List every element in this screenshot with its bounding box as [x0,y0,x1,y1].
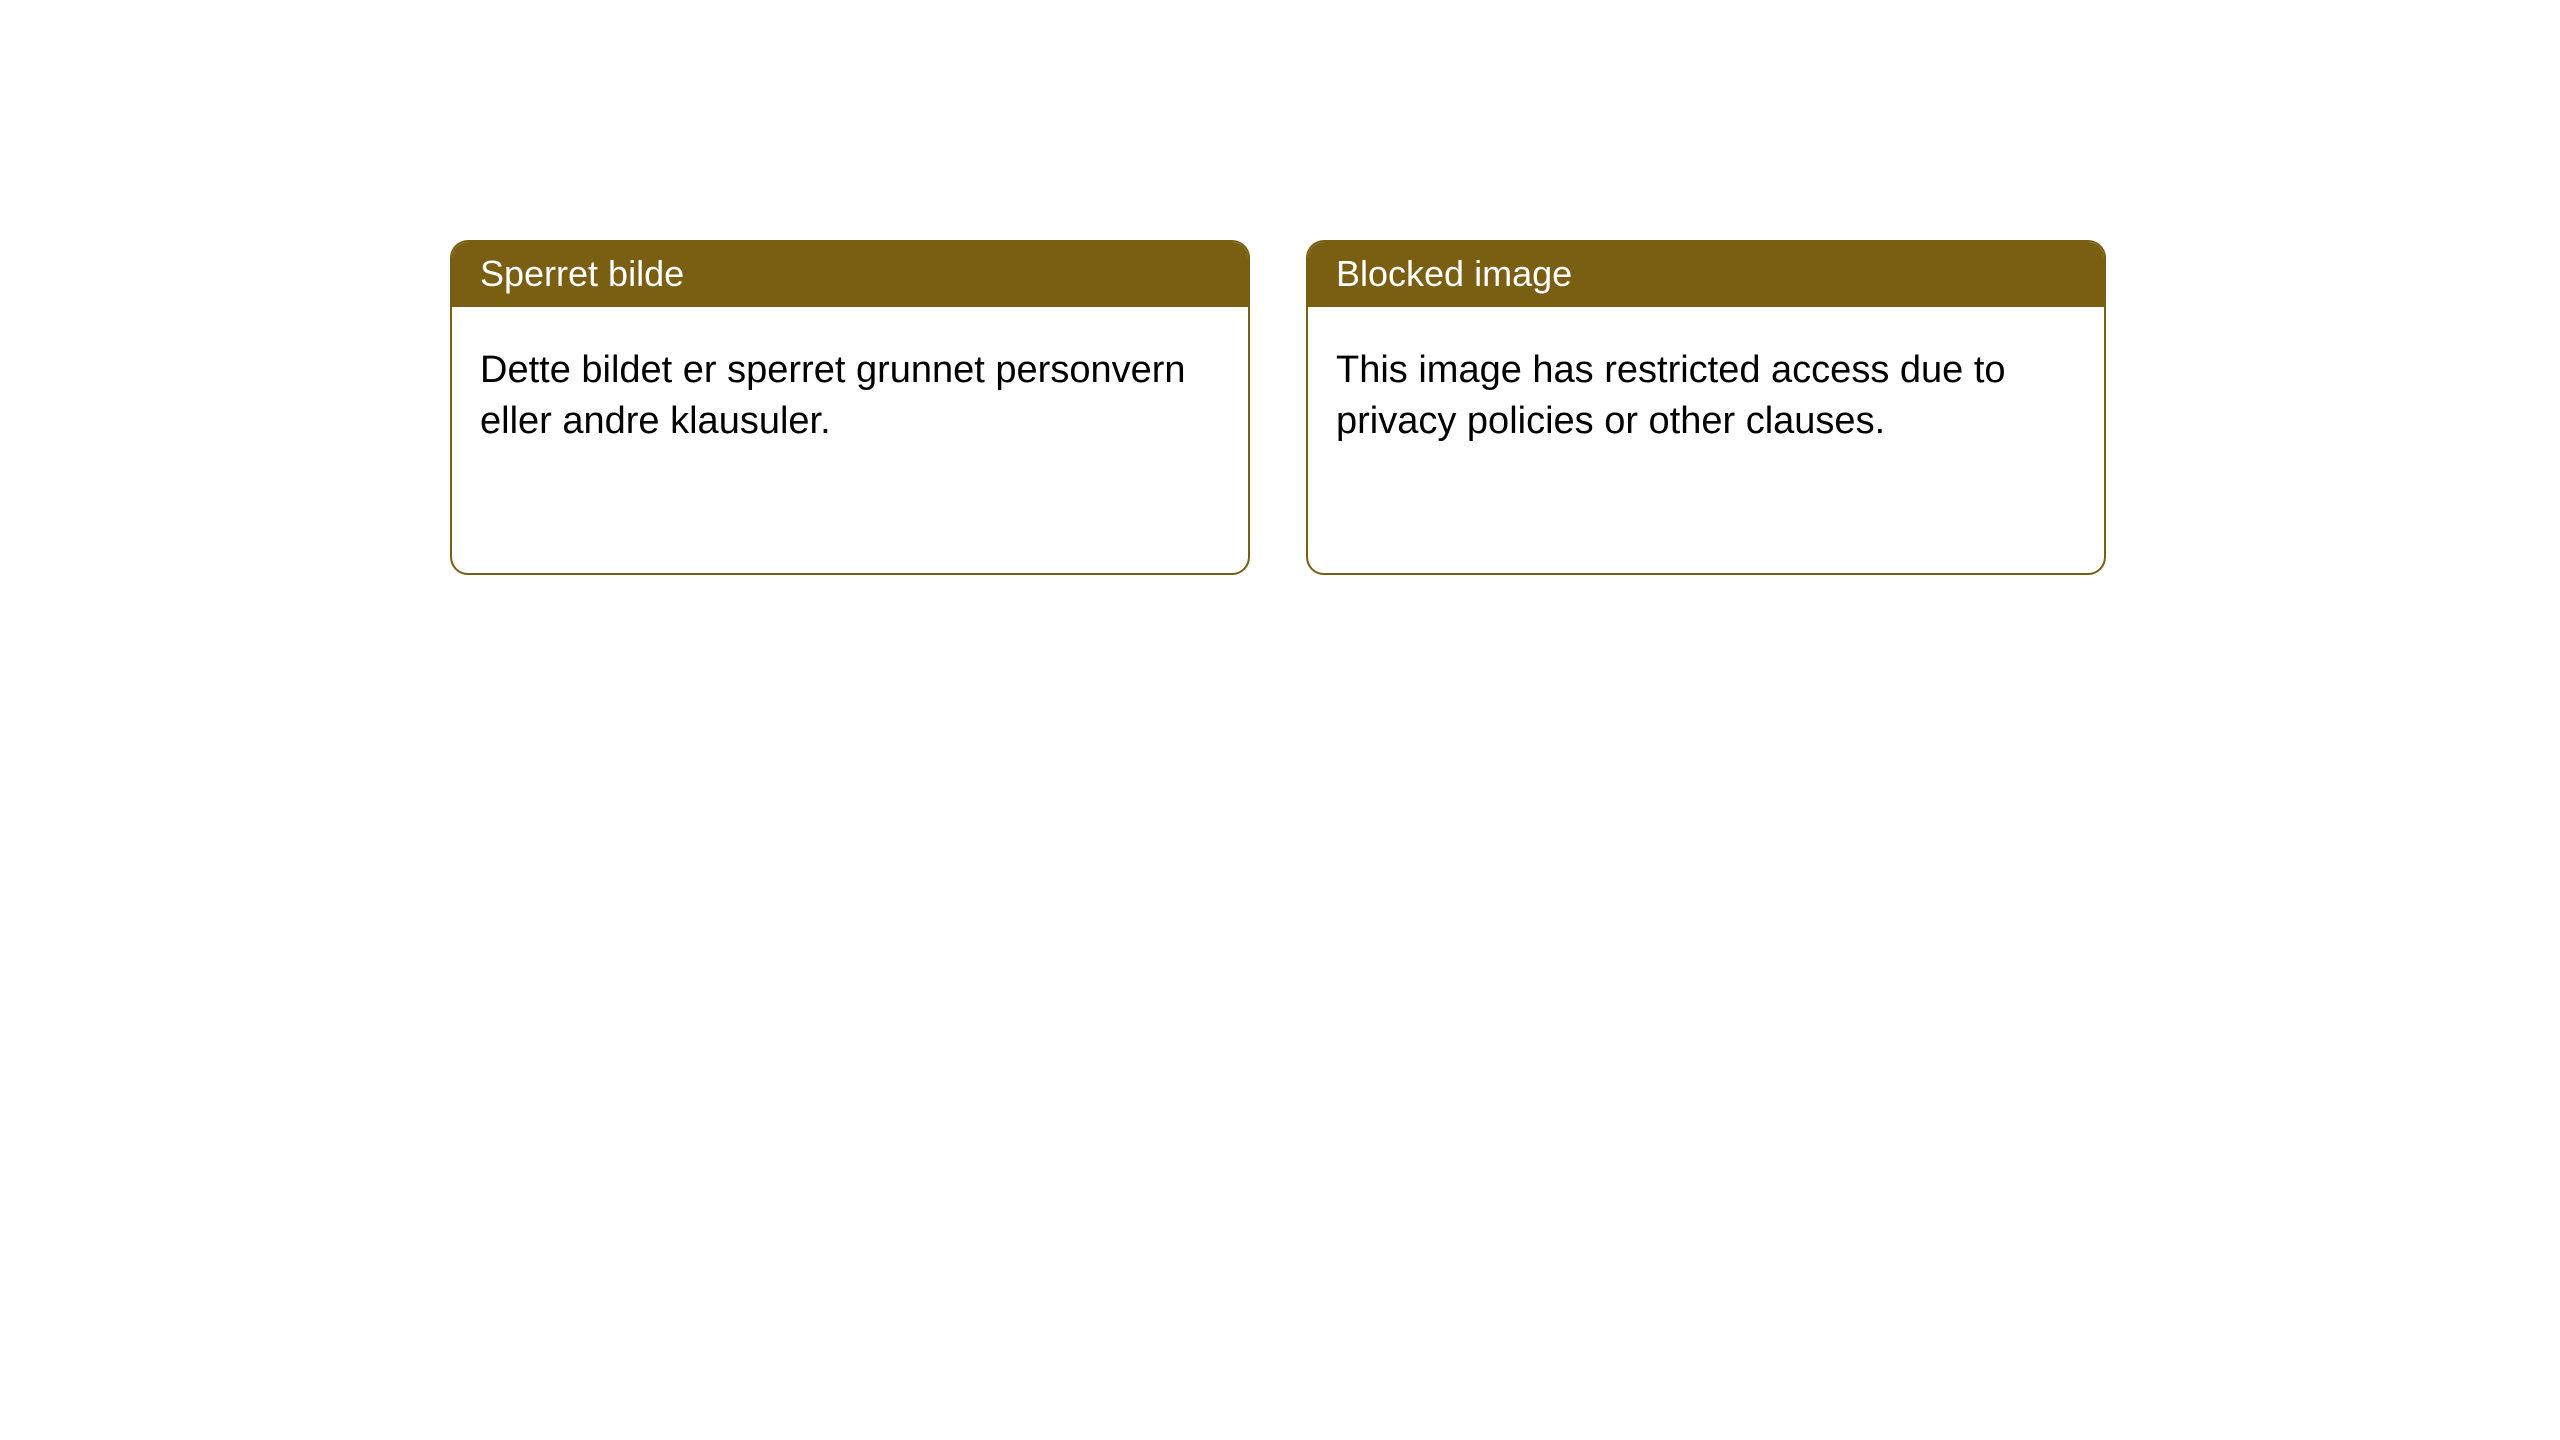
notice-cards-row: Sperret bilde Dette bildet er sperret gr… [450,240,2560,575]
notice-card-norwegian: Sperret bilde Dette bildet er sperret gr… [450,240,1250,575]
notice-title-no: Sperret bilde [452,242,1248,307]
notice-card-english: Blocked image This image has restricted … [1306,240,2106,575]
notice-body-no: Dette bildet er sperret grunnet personve… [452,307,1248,476]
notice-title-en: Blocked image [1308,242,2104,307]
notice-body-en: This image has restricted access due to … [1308,307,2104,476]
